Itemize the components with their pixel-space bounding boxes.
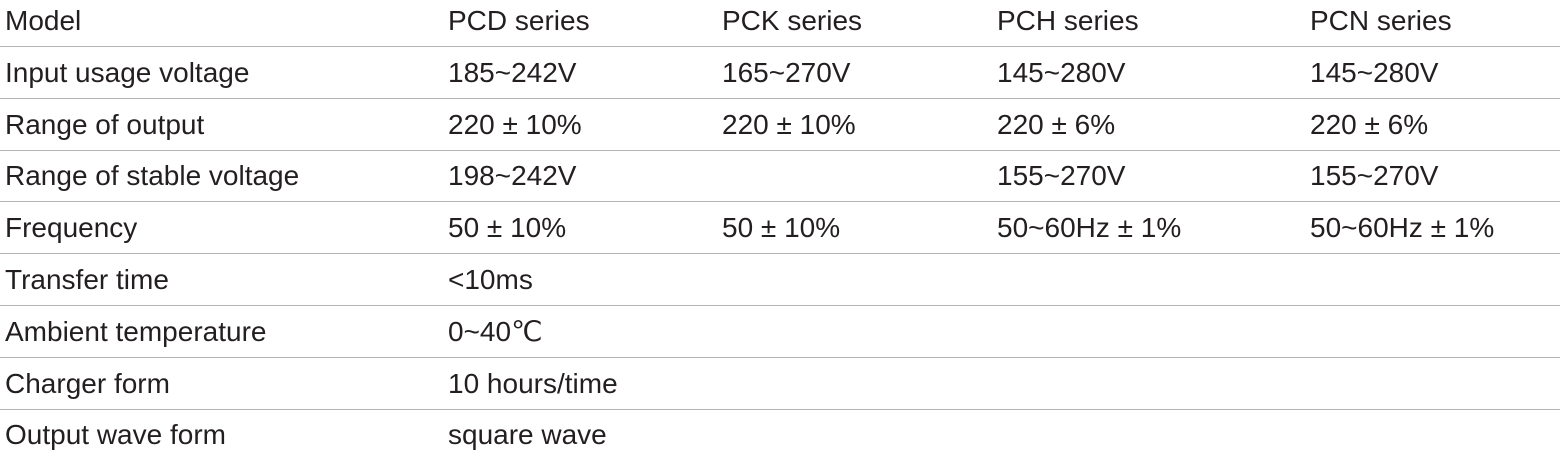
value-cell: 10 hours/time [448, 367, 618, 399]
header-cell: PCH series [997, 5, 1139, 36]
value-cell: square wave [448, 419, 607, 451]
value-cell: 220 ± 6% [997, 108, 1116, 140]
value-cell: <10ms [448, 264, 533, 295]
row-label: Range of stable voltage [5, 160, 300, 192]
row-label: Input usage voltage [5, 56, 250, 88]
value-cell: 220 ± 10% [722, 108, 856, 140]
header-cell: PCK series [722, 5, 863, 36]
row-label: Charger form [5, 367, 170, 399]
value-cell: 50 ± 10% [722, 212, 841, 244]
row-label: Frequency [5, 212, 138, 244]
row-label: Transfer time [5, 264, 169, 295]
value-cell: 50~60Hz ± 1% [1310, 212, 1495, 244]
value-cell: 220 ± 6% [1310, 108, 1429, 140]
header-label: Model [5, 5, 82, 36]
header-cell: PCD series [448, 5, 590, 36]
row-divider [0, 150, 1560, 151]
row-divider [0, 305, 1560, 306]
value-cell: 198~242V [448, 160, 577, 192]
value-cell: 155~270V [997, 160, 1126, 192]
value-cell: 185~242V [448, 56, 577, 88]
row-divider [0, 98, 1560, 99]
row-divider [0, 409, 1560, 410]
value-cell: 220 ± 10% [448, 108, 582, 140]
header-cell: PCN series [1310, 5, 1452, 36]
value-cell: 165~270V [722, 56, 851, 88]
value-cell: 145~280V [997, 56, 1126, 88]
row-divider [0, 357, 1560, 358]
value-cell: 0~40℃ [448, 315, 543, 347]
row-divider [0, 201, 1560, 202]
row-label: Output wave form [5, 419, 226, 451]
row-label: Range of output [5, 108, 205, 140]
value-cell: 145~280V [1310, 56, 1439, 88]
value-cell: 155~270V [1310, 160, 1439, 192]
value-cell: 50 ± 10% [448, 212, 567, 244]
row-label: Ambient temperature [5, 315, 267, 347]
row-divider [0, 46, 1560, 47]
value-cell: 50~60Hz ± 1% [997, 212, 1182, 244]
row-divider [0, 253, 1560, 254]
